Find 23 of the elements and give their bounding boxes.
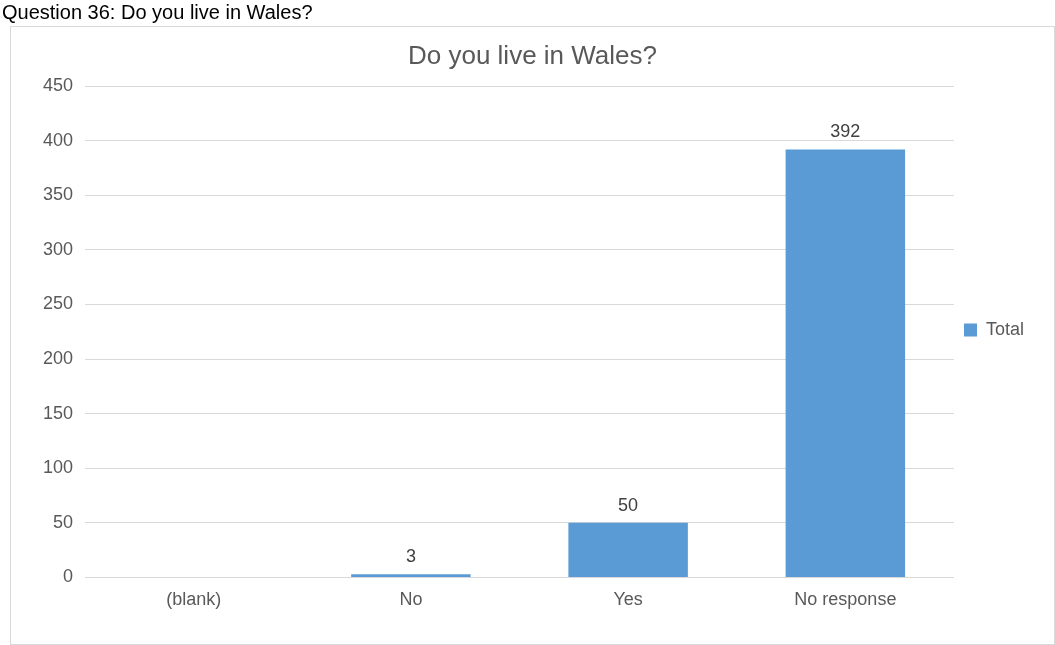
x-tick-label: No xyxy=(399,589,423,610)
data-label: 392 xyxy=(830,121,861,142)
chart-title: Do you live in Wales? xyxy=(407,39,658,70)
y-tick-label: 400 xyxy=(42,129,74,150)
y-tick-label: 450 xyxy=(42,75,74,96)
bar xyxy=(568,522,688,577)
y-tick-label: 200 xyxy=(42,348,74,369)
y-tick-label: 0 xyxy=(63,566,74,587)
text: Question 36: Do you live in Wales? xyxy=(2,0,313,24)
y-tick-label: 150 xyxy=(42,402,74,423)
y-tick-label: 350 xyxy=(42,184,74,205)
y-tick-label: 300 xyxy=(42,238,74,259)
data-label: 50 xyxy=(618,494,639,515)
x-tick-label: (blank) xyxy=(166,589,222,610)
legend-label: Total xyxy=(985,318,1025,339)
bar xyxy=(785,149,906,577)
y-tick-label: 250 xyxy=(42,293,74,314)
data-label: 3 xyxy=(405,546,416,567)
x-tick-label: Yes xyxy=(613,589,643,610)
x-tick-label: No response xyxy=(794,589,897,610)
y-tick-label: 100 xyxy=(42,457,74,478)
y-tick-label: 50 xyxy=(53,511,74,532)
bar xyxy=(351,574,471,577)
